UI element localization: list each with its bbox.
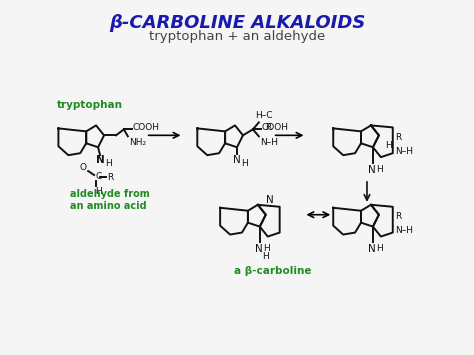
Text: H: H bbox=[263, 252, 269, 261]
Text: H: H bbox=[264, 245, 270, 253]
Text: N–H: N–H bbox=[395, 147, 413, 156]
Text: N: N bbox=[233, 155, 241, 165]
Text: β-CARBOLINE ALKALOIDS: β-CARBOLINE ALKALOIDS bbox=[109, 14, 365, 32]
Text: H: H bbox=[242, 159, 248, 168]
Text: C: C bbox=[95, 171, 101, 180]
Text: H: H bbox=[105, 159, 111, 168]
Text: COOH: COOH bbox=[262, 123, 289, 132]
Text: tryptophan + an aldehyde: tryptophan + an aldehyde bbox=[149, 30, 325, 43]
Text: H–C: H–C bbox=[255, 111, 273, 120]
Text: N: N bbox=[368, 165, 376, 175]
Text: tryptophan: tryptophan bbox=[56, 99, 122, 110]
Text: N: N bbox=[266, 195, 273, 205]
Text: N: N bbox=[368, 245, 376, 255]
Text: R: R bbox=[395, 133, 401, 142]
Text: N–H: N–H bbox=[395, 226, 413, 235]
Text: H: H bbox=[376, 165, 383, 174]
Text: O: O bbox=[79, 163, 86, 171]
Text: N–H: N–H bbox=[260, 138, 278, 147]
Text: NH₂: NH₂ bbox=[129, 138, 146, 147]
Text: H: H bbox=[376, 245, 383, 253]
Text: R: R bbox=[107, 173, 113, 181]
Text: a β-carboline: a β-carboline bbox=[234, 266, 311, 276]
Text: COOH: COOH bbox=[133, 123, 160, 132]
Text: R: R bbox=[395, 212, 401, 221]
Text: R: R bbox=[265, 123, 271, 132]
Text: N: N bbox=[96, 155, 104, 165]
Text: aldehyde from
an amino acid: aldehyde from an amino acid bbox=[70, 189, 150, 211]
Text: N: N bbox=[255, 245, 263, 255]
Text: H: H bbox=[95, 187, 102, 196]
Text: H: H bbox=[385, 141, 392, 150]
